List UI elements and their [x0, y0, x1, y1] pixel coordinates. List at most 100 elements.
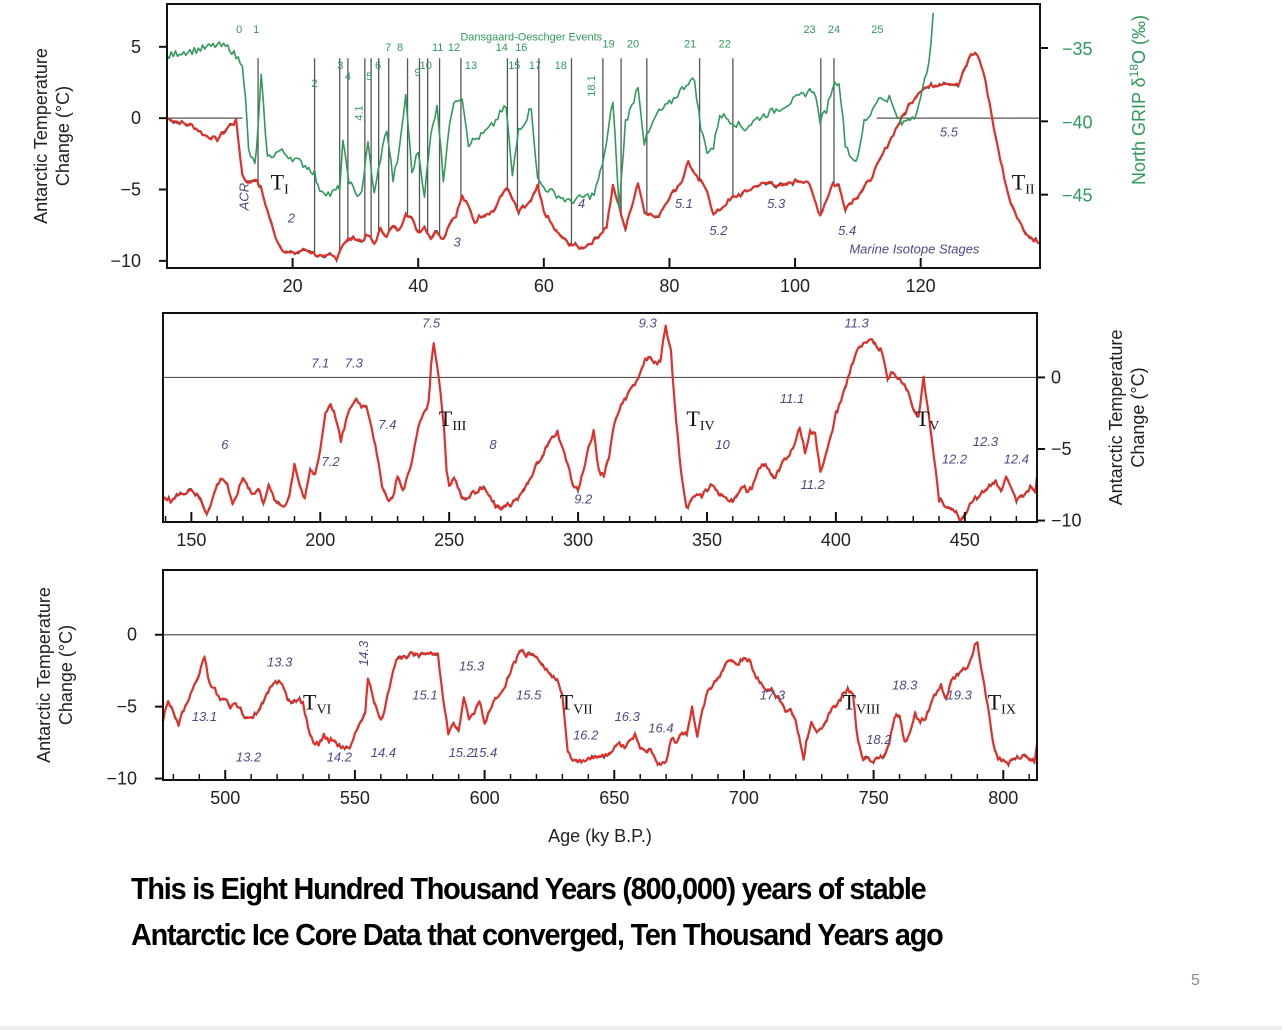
plot-frame	[162, 569, 1038, 781]
y2-axis-title: North GRIP δ18O (‰)	[1127, 15, 1149, 185]
mis-stage-label: 12.3	[973, 434, 999, 449]
y-axis-title-line-1: Antarctic Temperature	[34, 587, 54, 763]
marine-isotope-stages-title: Marine Isotope Stages	[849, 242, 980, 257]
mis-stage-label: 15.2	[449, 745, 475, 760]
mis-stage-label: 18.2	[866, 732, 892, 747]
do-event-label: 1	[253, 24, 259, 36]
do-event-label: 10	[420, 60, 432, 72]
mis-stage-label: 7.4	[378, 417, 396, 432]
mis-stage-label: 15.1	[412, 687, 437, 702]
mis-stage-label: 11.1	[780, 391, 804, 406]
acr-label: ACR	[237, 183, 252, 211]
do-event-label: 9	[415, 67, 421, 79]
termination-label: TII	[1012, 170, 1035, 198]
x-tick-label: 700	[729, 788, 759, 808]
caption-line-1: This is Eight Hundred Thousand Years (80…	[131, 871, 927, 906]
do-event-label: 16	[515, 42, 527, 54]
do-event-label: 23	[803, 24, 815, 36]
mis-stage-label: 11.2	[801, 477, 826, 492]
mis-stage-label: 9.3	[639, 315, 658, 330]
y-tick-label: 0	[131, 108, 141, 128]
x-tick-label: 550	[340, 788, 370, 808]
mis-stage-label: 13.3	[267, 654, 293, 669]
y2-tick-label: −40	[1062, 112, 1093, 132]
x-tick-label: 600	[470, 788, 500, 808]
mis-stage-label: 15.5	[516, 687, 542, 702]
termination-subscript: IV	[700, 419, 715, 434]
termination-subscript: III	[452, 419, 466, 434]
do-event-label: 5	[366, 71, 372, 83]
y-tick-label: 0	[127, 625, 137, 645]
do-event-label: 12	[448, 42, 460, 54]
termination-subscript: VI	[317, 703, 332, 718]
termination-subscript: I	[284, 183, 289, 198]
mis-stage-label: 14.2	[327, 749, 353, 764]
y-axis-title-line-2: Change (°C)	[1128, 367, 1148, 467]
do-event-label: 17	[529, 60, 541, 72]
mis-stage-label: 5.2	[709, 223, 728, 238]
y-tick-label: 5	[131, 37, 141, 57]
dansgaard-oeschger-title: Dansgaard-Oeschger Events	[460, 32, 602, 44]
y-tick-label: −10	[1051, 511, 1082, 531]
slide-caption: This is Eight Hundred Thousand Years (80…	[131, 866, 944, 958]
mis-stage-label: 12.2	[942, 451, 968, 466]
x-tick-label: 300	[563, 530, 593, 550]
mis-stage-label: 17.3	[760, 687, 786, 702]
mis-stage-label: 7.2	[322, 454, 341, 469]
do-event-label: 19	[602, 38, 614, 50]
y-tick-label: −5	[116, 697, 137, 717]
do-event-label: 6	[375, 60, 381, 72]
termination-subscript: VIII	[856, 703, 880, 718]
do-event-label: 8	[397, 42, 403, 54]
slide-number: 5	[1191, 972, 1200, 989]
termination-subscript: V	[929, 419, 939, 434]
mis-stage-label: 7.3	[345, 355, 364, 370]
do-event-label: 0	[236, 24, 242, 36]
mis-stage-label: 7.5	[422, 315, 441, 330]
x-tick-label: 150	[176, 530, 206, 550]
panel-2-139-478ky: 150 200 250 300 350 400 450 0 −5 −10 Antarctic Tem…	[162, 312, 1148, 550]
do-event-label: 15	[508, 60, 520, 72]
termination-label: TI	[271, 170, 289, 198]
mis-stage-label: 15.3	[459, 659, 485, 674]
y-axis-title-line-1: Antarctic Temperature	[1106, 330, 1126, 506]
y-tick-label: 0	[1051, 367, 1061, 387]
termination-subscript: IX	[1001, 703, 1016, 718]
termination-label: TVII	[560, 690, 593, 718]
do-event-label: 24	[828, 24, 840, 36]
x-tick-label: 500	[210, 788, 240, 808]
y2-tick-label: −35	[1062, 39, 1093, 59]
do-event-label: 11	[432, 42, 443, 54]
do-event-label: 20	[627, 38, 639, 50]
termination-label: TIV	[686, 406, 714, 434]
temperature-line	[166, 51, 1041, 262]
mis-stage-label: 5.1	[675, 196, 693, 211]
x-tick-label: 350	[692, 530, 722, 550]
mis-stage-label: 5.5	[940, 125, 959, 140]
x-tick-label: 450	[950, 530, 980, 550]
x-tick-label: 650	[599, 788, 629, 808]
y-tick-label: −5	[1051, 439, 1072, 459]
mis-stage-label: 16.4	[648, 721, 673, 736]
do-event-label-rotated: 18.1	[586, 75, 598, 96]
mis-stage-label: 3	[454, 235, 462, 250]
mis-stage-label: 8	[489, 437, 497, 452]
do-event-label: 13	[465, 60, 477, 72]
y-axis-title-line-2: Change (°C)	[53, 86, 73, 186]
mis-stage-label: 19.3	[947, 687, 973, 702]
x-tick-label: 20	[283, 276, 303, 296]
mis-stage-label: 10	[715, 437, 730, 452]
mis-stage-label: 13.2	[236, 749, 262, 764]
mis-stage-label: 11.3	[844, 315, 869, 330]
do-event-label: 7	[385, 42, 391, 54]
y-tick-label: −5	[120, 180, 141, 200]
mis-stage-label: 13.1	[192, 709, 217, 724]
do-event-label: 21	[684, 38, 696, 50]
do-event-label-rotated: 4.1	[354, 105, 366, 120]
y-axis-title-line-1: Antarctic Temperature	[31, 48, 51, 224]
termination-subscript: VII	[573, 703, 593, 718]
mis-stage-label: 16.2	[573, 728, 599, 743]
mis-stage-label: 18.3	[892, 677, 918, 692]
y2-axis-title-superscript: 18	[1127, 64, 1141, 78]
